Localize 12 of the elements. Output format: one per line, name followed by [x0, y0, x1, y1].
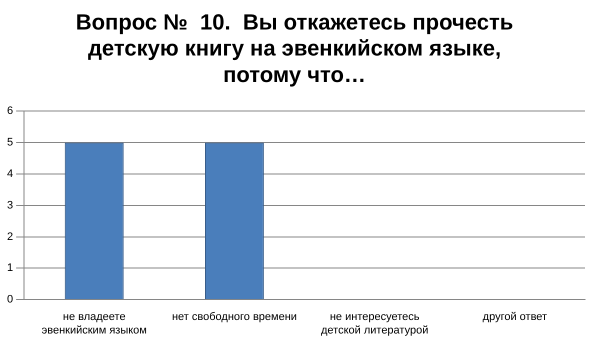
y-tick-label: 1 [6, 262, 14, 274]
y-tick-label: 6 [6, 105, 14, 118]
y-tick-label: 4 [6, 168, 14, 180]
y-tick-label: 2 [6, 230, 14, 243]
x-tick-label: другой ответ [482, 311, 548, 324]
chart-title: Вопрос № 10. Вы откажетесь прочесть детскую книгу на эвенкийском языке, потому что… [76, 9, 514, 88]
y-tick-label: 0 [6, 294, 14, 306]
x-tick-label: не владеете эвенкийским языком [42, 311, 147, 336]
x-tick-label: не интересуетесь детской литературой [320, 311, 428, 336]
y-tick-label: 5 [6, 136, 14, 149]
y-tick-label: 3 [6, 199, 14, 212]
x-tick-label: нет свободного времени [172, 311, 297, 324]
